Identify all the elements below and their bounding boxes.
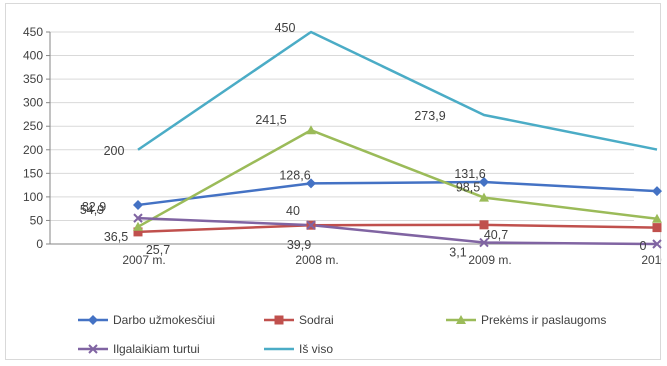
triangle-marker [133, 221, 143, 231]
square-marker [274, 315, 284, 325]
triangle-marker [652, 213, 662, 223]
x-tick-label: 2008 m. [295, 253, 338, 267]
diamond-marker [652, 186, 662, 197]
x-marker [306, 220, 316, 230]
series-line-4 [137, 30, 658, 151]
legend-label: Ilgalaikiam turtui [113, 342, 200, 356]
data-label: 98,5 [456, 181, 480, 195]
data-labels: 82,9128,6131,6112,225,739,940,734,836,52… [80, 21, 647, 260]
y-tick-label: 50 [30, 213, 44, 227]
x-marker [88, 344, 98, 354]
series-line-3 [137, 216, 658, 246]
series-markers [133, 125, 662, 249]
axes [46, 31, 634, 245]
data-label: 273,9 [414, 109, 445, 123]
y-tick-label: 100 [23, 190, 43, 204]
series-line-0 [137, 180, 658, 207]
gridlines [50, 31, 634, 221]
data-label: 36,5 [104, 230, 128, 244]
y-tick-label: 350 [23, 72, 43, 86]
series-line-1 [137, 223, 658, 234]
legend-label: Iš viso [299, 342, 333, 356]
data-label: 40 [286, 204, 300, 218]
data-label: 241,5 [255, 113, 286, 127]
triangle-marker [456, 315, 466, 324]
square-marker [133, 227, 143, 237]
triangle-marker [479, 192, 489, 202]
data-label: 40,7 [484, 228, 508, 242]
y-tick-label: 250 [23, 119, 43, 133]
data-label: 54,9 [80, 203, 104, 217]
y-tick-label: 400 [23, 49, 43, 63]
diamond-marker [133, 199, 143, 210]
y-tick-label: 150 [23, 166, 43, 180]
x-tick-label: 2009 m. [468, 253, 511, 267]
y-tick-label: 300 [23, 96, 43, 110]
square-marker [652, 223, 662, 233]
x-marker [479, 237, 489, 248]
diamond-marker [88, 315, 98, 325]
legend-label: Sodrai [299, 313, 334, 327]
y-tick-label: 200 [23, 143, 43, 157]
data-label: 450 [275, 21, 296, 35]
data-label: 39,9 [287, 238, 311, 252]
data-label: 131,6 [454, 167, 485, 181]
y-tick-label: 450 [23, 25, 43, 39]
diamond-marker [306, 178, 316, 189]
y-tick-labels: 0 50 100 150 200 250 300 350 400 450 [23, 25, 43, 251]
y-tick-label: 0 [36, 237, 43, 251]
data-label: 82,9 [82, 200, 106, 214]
data-label: 128,6 [279, 168, 310, 182]
x-marker [133, 213, 143, 223]
data-label: 25,7 [146, 243, 170, 257]
chart-area: 0 50 100 150 200 250 300 350 400 450 2007 m. 2008 … [5, 3, 667, 360]
series-line-2 [137, 128, 658, 228]
square-marker [479, 220, 489, 230]
series-lines [137, 30, 658, 246]
triangle-marker [306, 125, 316, 135]
x-tick-labels: 2007 m. 2008 m. 2009 m. 2010 m. [122, 253, 667, 267]
data-label: 0 [640, 239, 647, 253]
legend-label: Darbo užmokesčiui [113, 313, 215, 327]
legend: Darbo užmokesčiui Sodrai Prekėms ir paslau… [78, 313, 606, 356]
data-label: 200 [104, 144, 125, 158]
x-tick-label: 2007 m. [122, 253, 165, 267]
x-tick-label: 2010 m. [641, 253, 662, 267]
data-label: 3,1 [449, 246, 466, 260]
legend-label: Prekėms ir paslaugoms [481, 313, 606, 327]
diamond-marker [479, 177, 489, 188]
x-marker [652, 239, 662, 249]
